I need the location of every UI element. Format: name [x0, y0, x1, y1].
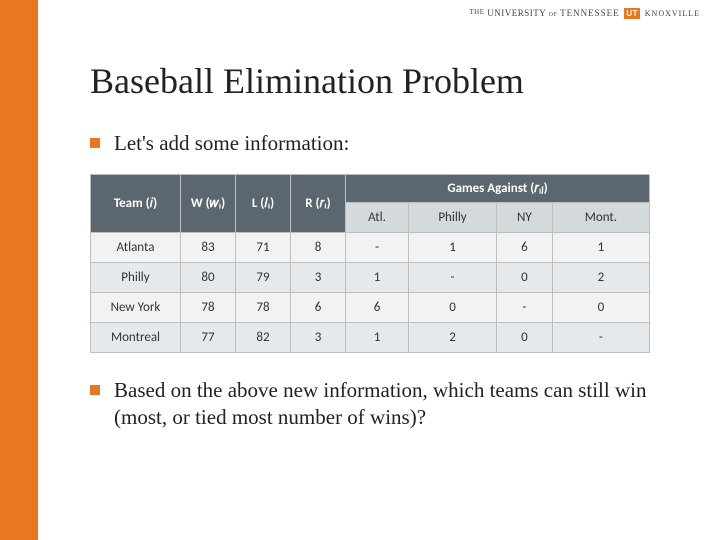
slide-title: Baseball Elimination Problem [90, 60, 680, 102]
cell-l: 78 [236, 293, 291, 323]
sub-philly: Philly [409, 203, 497, 233]
cell-r: 3 [291, 263, 346, 293]
cell-ny: 0 [496, 263, 552, 293]
table-body: Atlanta 83 71 8 - 1 6 1 Philly 80 79 3 1… [91, 233, 650, 353]
bullet-text-1: Let's add some information: [114, 130, 349, 156]
cell-philly: 0 [409, 293, 497, 323]
th-w: W (𝑤ᵢ) [181, 175, 236, 233]
sub-atl: Atl. [346, 203, 409, 233]
cell-atl: 1 [346, 263, 409, 293]
table-row: Atlanta 83 71 8 - 1 6 1 [91, 233, 650, 263]
cell-r: 3 [291, 323, 346, 353]
th-team: Team (𝑖) [91, 175, 181, 233]
elimination-table: Team (𝑖) W (𝑤ᵢ) L (𝑙ᵢ) R (𝑟ᵢ) Games Agai… [90, 174, 650, 353]
th-l: L (𝑙ᵢ) [236, 175, 291, 233]
cell-w: 78 [181, 293, 236, 323]
bullet-text-2: Based on the above new information, whic… [114, 377, 680, 430]
cell-l: 71 [236, 233, 291, 263]
bullet-marker-icon [90, 385, 100, 395]
cell-l: 79 [236, 263, 291, 293]
cell-atl: 1 [346, 323, 409, 353]
cell-w: 77 [181, 323, 236, 353]
sub-mont: Mont. [552, 203, 649, 233]
cell-mont: - [552, 323, 649, 353]
bullet-item-1: Let's add some information: [90, 130, 680, 156]
cell-ny: - [496, 293, 552, 323]
logo-university: UNIVERSITY of [487, 8, 557, 18]
cell-team: Montreal [91, 323, 181, 353]
cell-ny: 0 [496, 323, 552, 353]
sub-ny: NY [496, 203, 552, 233]
cell-mont: 2 [552, 263, 649, 293]
cell-w: 80 [181, 263, 236, 293]
table-row: Montreal 77 82 3 1 2 0 - [91, 323, 650, 353]
cell-philly: 2 [409, 323, 497, 353]
table-row: New York 78 78 6 6 0 - 0 [91, 293, 650, 323]
logo-ut-icon: UT [624, 8, 640, 19]
slide-content: Baseball Elimination Problem Let's add s… [90, 60, 680, 448]
logo-tennessee: TENNESSEE [560, 8, 620, 18]
cell-l: 82 [236, 323, 291, 353]
cell-team: Atlanta [91, 233, 181, 263]
logo-the: THE [469, 8, 484, 16]
accent-sidebar [0, 0, 38, 540]
bullet-marker-icon [90, 138, 100, 148]
bullet-item-2: Based on the above new information, whic… [90, 377, 680, 430]
th-r: R (𝑟ᵢ) [291, 175, 346, 233]
logo-knoxville: KNOXVILLE [645, 9, 700, 18]
cell-philly: 1 [409, 233, 497, 263]
cell-w: 83 [181, 233, 236, 263]
cell-team: Philly [91, 263, 181, 293]
cell-philly: - [409, 263, 497, 293]
cell-r: 8 [291, 233, 346, 263]
cell-r: 6 [291, 293, 346, 323]
university-logo: THE UNIVERSITY of TENNESSEE UT KNOXVILLE [469, 8, 700, 19]
th-games-against: Games Against (𝑟ᵢⱼ) [346, 175, 650, 203]
table-row: Philly 80 79 3 1 - 0 2 [91, 263, 650, 293]
cell-atl: - [346, 233, 409, 263]
cell-mont: 1 [552, 233, 649, 263]
table-head: Team (𝑖) W (𝑤ᵢ) L (𝑙ᵢ) R (𝑟ᵢ) Games Agai… [91, 175, 650, 233]
cell-atl: 6 [346, 293, 409, 323]
cell-team: New York [91, 293, 181, 323]
cell-mont: 0 [552, 293, 649, 323]
cell-ny: 6 [496, 233, 552, 263]
